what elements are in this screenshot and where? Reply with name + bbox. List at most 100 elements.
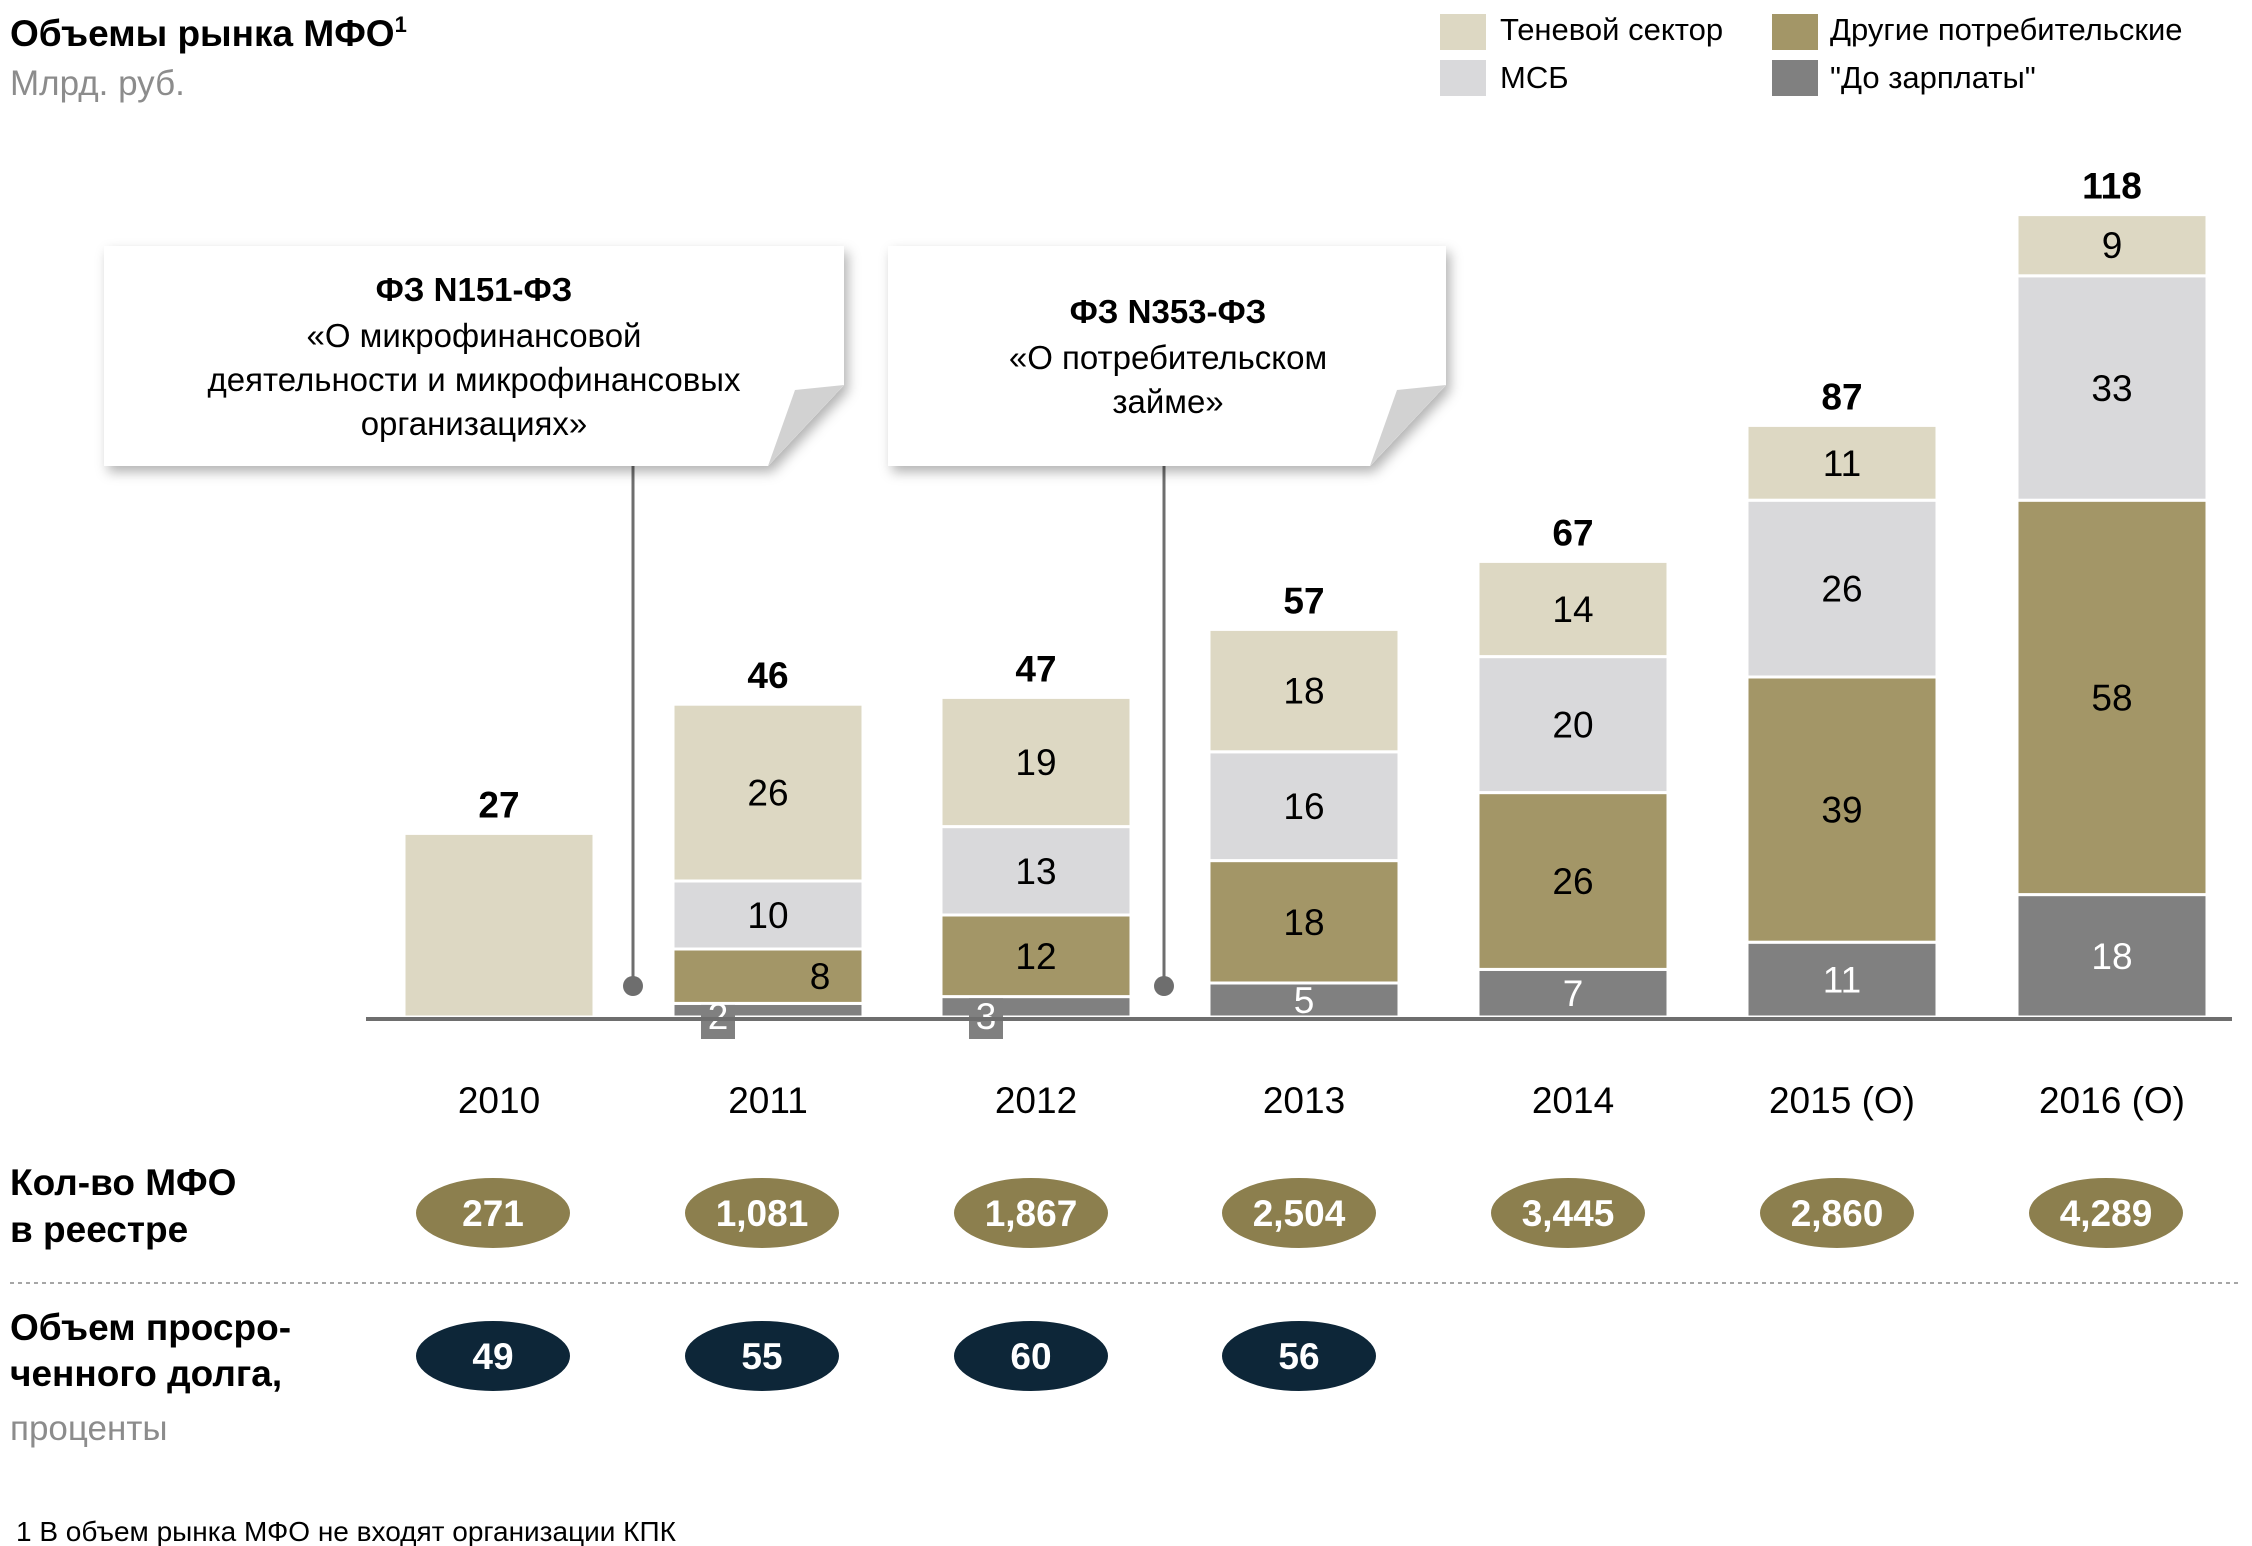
bar-segment-sme-3 <box>1207 750 1401 863</box>
bar-value-label-sme-3: 16 <box>1283 786 1324 827</box>
overdue-bubble-value-2: 60 <box>1010 1336 1051 1377</box>
overdue-bubble-value-0: 49 <box>472 1336 513 1377</box>
x-tick-label-3: 2013 <box>1263 1080 1345 1121</box>
mfo-count-bubble-value-0: 271 <box>462 1193 524 1234</box>
bar-total-label-6: 118 <box>2082 166 2142 207</box>
callout-law-353: ФЗ N353-ФЗ «О потребительском займе» <box>888 246 1446 466</box>
bar-value-label-other-consumer-6: 58 <box>2091 677 2132 718</box>
bar-value-label-other-consumer-4: 26 <box>1552 861 1593 902</box>
x-tick-label-2: 2012 <box>995 1080 1077 1121</box>
bar-value-label-shadow-sector-3: 18 <box>1283 671 1324 712</box>
bar-value-label-shadow-sector-1: 26 <box>747 773 788 814</box>
overdue-bubble-value-3: 56 <box>1278 1336 1319 1377</box>
chart-subtitle: Млрд. руб. <box>10 64 185 103</box>
bar-value-label-other-consumer-5: 39 <box>1821 790 1862 831</box>
legend-label-payday: "До зарплаты" <box>1830 60 2036 95</box>
bar-value-label-sme-1: 10 <box>747 895 788 936</box>
bar-value-label-sme-2: 13 <box>1015 851 1056 892</box>
chart-title: Объемы рынка МФО1 <box>10 12 407 54</box>
mfo-count-bubble-value-1: 1,081 <box>716 1193 809 1234</box>
overdue-bubble-value-1: 55 <box>741 1336 782 1377</box>
mfo-count-bubble-3 <box>1220 1176 1378 1250</box>
x-tick-label-0: 2010 <box>458 1080 540 1121</box>
x-tick-label-6: 2016 (О) <box>2039 1080 2185 1121</box>
bar-segment-other-consumer-6 <box>2015 498 2209 897</box>
mfo-count-bubble-6 <box>2027 1176 2185 1250</box>
bar-segment-shadow-sector-0 <box>402 831 596 1019</box>
bar-total-label-0: 27 <box>478 784 519 825</box>
legend-label-shadow-sector: Теневой сектор <box>1500 12 1723 47</box>
row-label-mfo-count: Кол-во МФО в реестре <box>10 1162 247 1250</box>
legend-swatch-sme <box>1440 60 1486 96</box>
bar-segment-shadow-sector-4 <box>1476 559 1670 659</box>
bar-segment-payday-4 <box>1476 967 1670 1019</box>
mfo-count-bubble-0 <box>414 1176 572 1250</box>
mfo-count-bubble-4 <box>1489 1176 1647 1250</box>
bar-segment-payday-5 <box>1745 940 1939 1019</box>
callout-2-heading: ФЗ N353-ФЗ <box>1070 293 1267 330</box>
bar-segment-payday-6 <box>2015 893 2209 1019</box>
mfo-count-bubble-2 <box>952 1176 1110 1250</box>
legend: Теневой сектор Другие потребительские МС… <box>1440 12 2183 96</box>
bar-segment-shadow-sector-3 <box>1207 627 1401 754</box>
x-tick-label-5: 2015 (О) <box>1769 1080 1915 1121</box>
bar-segment-other-consumer-3 <box>1207 859 1401 985</box>
bar-total-label-2: 47 <box>1015 648 1056 689</box>
bar-series-group: 27 2 8 10 26 46 3 12 13 19 47 5 18 16 18 57 7 26 20 14 67 11 3… <box>402 166 2209 1039</box>
overdue-bubble-3 <box>1220 1319 1378 1393</box>
mfo-count-bubble-value-2: 1,867 <box>985 1193 1078 1234</box>
bar-total-label-4: 67 <box>1552 512 1593 553</box>
footnote: 1 В объем рынка МФО не входят организаци… <box>16 1516 677 1546</box>
bar-segment-shadow-sector-1 <box>671 702 865 883</box>
bar-segment-shadow-sector-2 <box>939 695 1133 829</box>
legend-swatch-shadow-sector <box>1440 14 1486 50</box>
callout-1-pin <box>623 976 643 996</box>
bar-value-label-payday-4: 7 <box>1563 973 1584 1014</box>
bar-segment-sme-5 <box>1745 498 1939 679</box>
bar-segment-other-consumer-4 <box>1476 791 1670 971</box>
row-label-overdue-unit: проценты <box>10 1409 168 1448</box>
callout-1-fold <box>768 385 844 466</box>
x-axis-labels: 2010 2011 2012 2013 2014 2015 (О) 2016 (О) <box>458 1080 2185 1121</box>
overdue-bubble-1 <box>683 1319 841 1393</box>
bar-total-label-1: 46 <box>747 655 788 696</box>
bar-value-label-payday-5: 11 <box>1823 960 1861 1001</box>
bar-value-label-other-consumer-1: 8 <box>810 956 831 997</box>
row-bubbles: 271 1,081 1,867 2,504 3,445 2,860 4,289 49 55 60 5… <box>414 1176 2185 1393</box>
callout-1-line-2: деятельности и микрофинансовых <box>208 361 741 398</box>
bar-segment-other-consumer-2 <box>939 913 1133 999</box>
bar-value-label-sme-5: 26 <box>1821 569 1862 610</box>
mfo-count-bubble-value-6: 4,289 <box>2060 1193 2153 1234</box>
bar-value-label-other-consumer-3: 18 <box>1283 902 1324 943</box>
bar-segment-shadow-sector-6 <box>2015 213 2209 278</box>
bar-segment-other-consumer-1 <box>671 947 865 1005</box>
bar-value-label-sme-4: 20 <box>1552 705 1593 746</box>
overdue-bubble-0 <box>414 1319 572 1393</box>
callout-1-heading: ФЗ N151-ФЗ <box>376 271 573 308</box>
x-tick-label-1: 2011 <box>728 1080 808 1121</box>
bar-value-label-payday-1: 2 <box>708 996 729 1037</box>
callout-2-line-1: «О потребительском <box>1009 339 1327 376</box>
mfo-count-bubble-value-4: 3,445 <box>1522 1193 1615 1234</box>
bar-value-label-sme-6: 33 <box>2091 368 2132 409</box>
callout-2-pin <box>1154 976 1174 996</box>
legend-label-other-consumer: Другие потребительские <box>1830 12 2183 47</box>
overdue-bubble-2 <box>952 1319 1110 1393</box>
callout-1-line-3: организациях» <box>361 405 588 442</box>
callout-law-151: ФЗ N151-ФЗ «О микрофинансовой деятельнос… <box>104 246 844 466</box>
bar-total-label-3: 57 <box>1283 580 1324 621</box>
bar-value-label-shadow-sector-5: 11 <box>1823 443 1861 484</box>
mfo-count-bubble-value-5: 2,860 <box>1791 1193 1884 1234</box>
x-tick-label-4: 2014 <box>1532 1080 1614 1121</box>
row-label-overdue: Объем просро- ченного долга, <box>10 1307 301 1394</box>
legend-swatch-other-consumer <box>1772 14 1818 50</box>
bar-total-label-5: 87 <box>1821 376 1862 417</box>
mfo-count-bubble-1 <box>683 1176 841 1250</box>
bar-value-label-shadow-sector-6: 9 <box>2102 225 2123 266</box>
bar-value-label-payday-6: 18 <box>2091 936 2132 977</box>
callout-2-fold <box>1370 385 1446 466</box>
callout-2-line-2: займе» <box>1112 383 1223 420</box>
legend-swatch-payday <box>1772 60 1818 96</box>
bar-segment-sme-2 <box>939 825 1133 917</box>
